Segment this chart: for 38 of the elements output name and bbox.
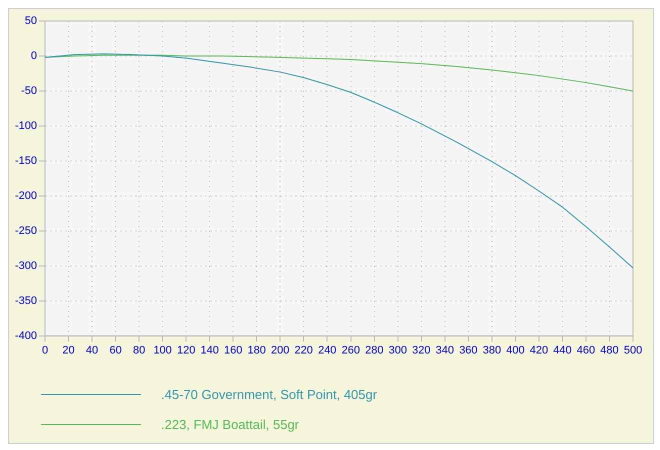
- y-tick-label: 0: [30, 50, 38, 62]
- x-tick-label: 240: [318, 344, 336, 356]
- x-tick-label: 320: [412, 344, 431, 356]
- text: .45-70 Government, Soft Point, 405gr: [161, 386, 378, 402]
- y-tick-label: -350: [14, 294, 38, 307]
- x-tick-label: 360: [459, 344, 478, 356]
- x-tick-label: 400: [506, 344, 525, 356]
- x-tick-label: 440: [553, 344, 572, 356]
- x-tick-label: 40: [86, 344, 98, 356]
- x-tick-label: 340: [436, 344, 454, 356]
- x-tick-label: 500: [624, 344, 642, 356]
- x-tick-label: 420: [530, 344, 548, 356]
- x-tick-label: 300: [388, 344, 407, 356]
- x-tick-label: 280: [365, 344, 384, 356]
- x-tick-label: 460: [576, 344, 596, 356]
- y-tick-label: -400: [14, 330, 38, 342]
- y-tick-label: -100: [14, 120, 38, 132]
- x-tick-label: 60: [109, 344, 122, 356]
- x-tick-label: 100: [153, 344, 172, 356]
- x-tick-label: 160: [224, 344, 242, 356]
- x-tick-label: 20: [62, 344, 75, 356]
- y-tick-label: -150: [14, 154, 38, 167]
- y-tick-label: -50: [21, 84, 38, 97]
- x-tick-label: 140: [200, 344, 219, 356]
- y-tick-label: -200: [14, 190, 38, 202]
- x-tick-label: 0: [42, 344, 48, 356]
- x-tick-label: 120: [176, 344, 196, 356]
- y-tick-label: -250: [14, 224, 38, 237]
- y-tick-label: 50: [24, 15, 38, 28]
- x-tick-label: 200: [271, 344, 290, 356]
- x-tick-label: 180: [248, 344, 266, 356]
- text: .223, FMJ Boattail, 55gr: [161, 416, 300, 432]
- x-tick-label: 80: [132, 344, 146, 356]
- x-tick-label: 220: [294, 344, 313, 356]
- x-tick-label: 380: [482, 344, 502, 356]
- x-tick-label: 480: [600, 344, 619, 356]
- x-tick-label: 260: [342, 344, 360, 356]
- y-tick-label: -300: [14, 260, 38, 272]
